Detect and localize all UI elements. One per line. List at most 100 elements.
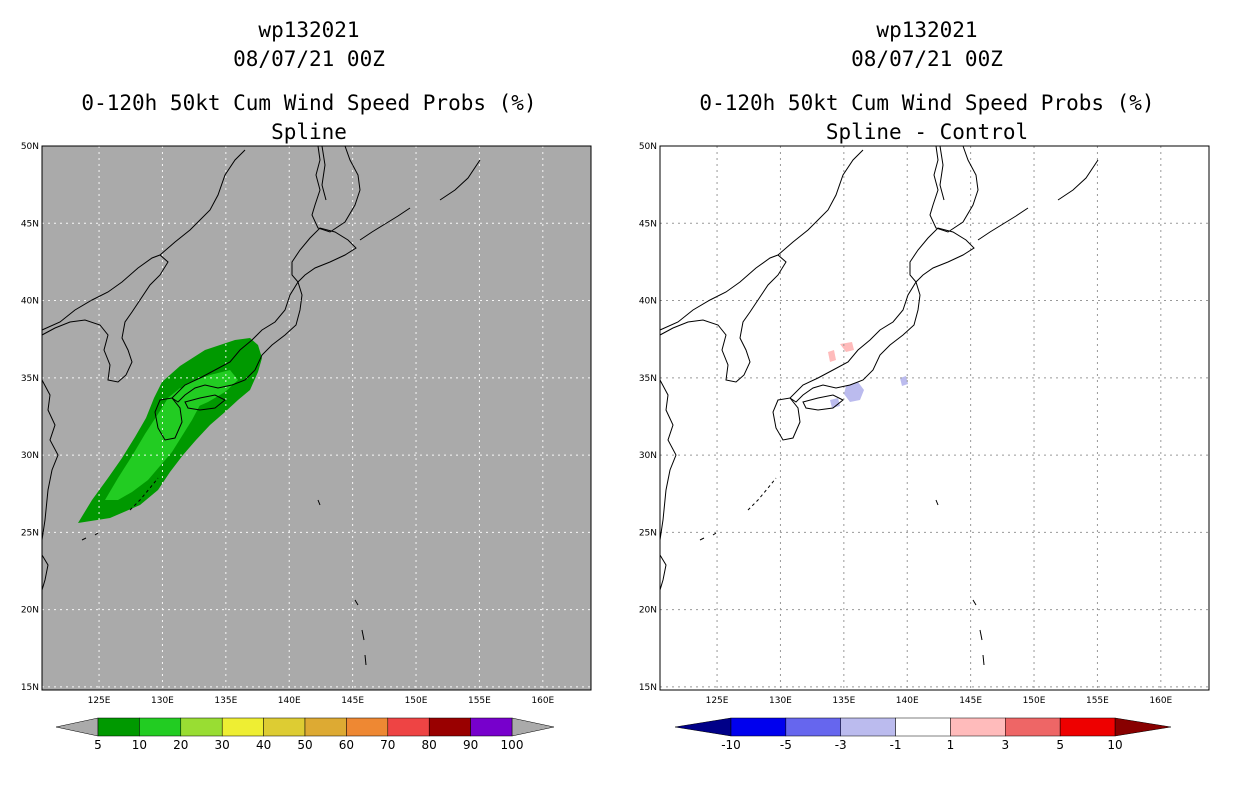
axis-labels: 125E 130E 135E 140E 145E 150E 155E 160E 50N 45N 40… (21, 142, 555, 706)
colorbar-label: 100 (501, 738, 524, 752)
lat-tick-label: 15N (21, 683, 39, 693)
difference-map: 125E 130E 135E 140E 145E 150E 155E 160E 50N 45N 40… (639, 142, 1210, 706)
lon-tick-label: 160E (1149, 696, 1172, 706)
lon-tick-label: 160E (531, 696, 554, 706)
colorbar-swatch (263, 717, 306, 737)
colorbar-label: 50 (297, 738, 312, 752)
colorbar-label: 10 (132, 738, 147, 752)
lon-tick-label: 140E (278, 696, 301, 706)
panel-subtitle: Spline (271, 120, 347, 144)
difference-shading (828, 342, 908, 408)
product-title: 0-120h 50kt Cum Wind Speed Probs (%) (81, 91, 537, 115)
lat-tick-label: 20N (639, 606, 657, 616)
product-title: 0-120h 50kt Cum Wind Speed Probs (%) (699, 91, 1155, 115)
colorbar-label: 40 (256, 738, 271, 752)
lon-tick-label: 135E (214, 696, 237, 706)
right-panel: wp132021 08/07/21 00Z 0-120h 50kt Cum Wi… (618, 0, 1236, 800)
lat-tick-label: 50N (21, 142, 39, 152)
lon-tick-label: 125E (88, 696, 111, 706)
colorbar-label: 5 (1056, 738, 1064, 752)
lat-tick-label: 25N (21, 528, 39, 538)
colorbar-swatch (139, 717, 182, 737)
colorbar-swatch (840, 717, 896, 737)
colorbar-swatch (1005, 717, 1061, 737)
lon-tick-label: 145E (341, 696, 364, 706)
storm-id: wp132021 (258, 18, 360, 42)
colorbar-swatch (730, 717, 787, 737)
colorbar-label: 20 (173, 738, 188, 752)
colorbar-low-arrow (674, 717, 732, 737)
colorbar: 5 10 20 30 40 50 60 70 80 90 100 (55, 717, 555, 752)
colorbar-label: 3 (1001, 738, 1009, 752)
diff-positive-area (828, 350, 836, 362)
colorbar-swatch (304, 717, 347, 737)
diff-negative-area (900, 376, 908, 386)
colorbar-swatch (428, 717, 471, 737)
colorbar-swatch (221, 717, 264, 737)
colorbar-swatch (950, 717, 1006, 737)
colorbar-label: 70 (380, 738, 395, 752)
colorbar-swatch (895, 717, 951, 737)
colorbar-label: 5 (94, 738, 102, 752)
colorbar-label: 90 (463, 738, 478, 752)
lat-tick-label: 40N (639, 297, 657, 307)
colorbar: -10 -5 -3 -1 1 3 5 10 (674, 717, 1172, 752)
lat-tick-label: 15N (639, 683, 657, 693)
prob-10-20-area (105, 388, 200, 500)
colorbar-label: 1 (947, 738, 955, 752)
coastlines (659, 145, 1099, 666)
colorbar-swatch (470, 717, 513, 737)
coastlines (41, 145, 481, 666)
lat-tick-label: 30N (639, 451, 657, 461)
colorbar-swatch (97, 717, 140, 737)
lat-tick-label: 30N (21, 451, 39, 461)
colorbar-label: 60 (339, 738, 354, 752)
colorbar-label: -5 (780, 738, 792, 752)
gridlines (660, 146, 1209, 690)
lon-tick-label: 135E (832, 696, 855, 706)
storm-id: wp132021 (876, 18, 978, 42)
map-frame (41, 145, 592, 691)
probability-map: 125E 130E 135E 140E 145E 150E 155E 160E 50N 45N 40… (21, 142, 592, 706)
forecast-datetime: 08/07/21 00Z (233, 47, 385, 71)
map-background (660, 146, 1209, 690)
lon-tick-label: 145E (959, 696, 982, 706)
lon-tick-label: 150E (1023, 696, 1046, 706)
lat-tick-label: 35N (21, 374, 39, 384)
lat-tick-label: 25N (639, 528, 657, 538)
colorbar-swatch (1059, 717, 1116, 737)
left-panel: wp132021 08/07/21 00Z 0-120h 50kt Cum Wi… (21, 18, 592, 752)
diff-negative-area (830, 398, 840, 408)
map-frame (659, 145, 1210, 691)
map-background (42, 146, 591, 690)
lat-tick-label: 50N (639, 142, 657, 152)
colorbar-high-arrow (511, 717, 555, 737)
forecast-datetime: 08/07/21 00Z (851, 47, 1003, 71)
lat-tick-label: 45N (21, 219, 39, 229)
colorbar-low-arrow (55, 717, 99, 737)
diff-negative-area (844, 382, 864, 402)
colorbar-swatch (785, 717, 841, 737)
colorbar-label: 30 (215, 738, 230, 752)
colorbar-label: -10 (721, 738, 741, 752)
colorbar-swatch (387, 717, 430, 737)
lat-tick-label: 35N (639, 374, 657, 384)
colorbar-high-arrow (1114, 717, 1172, 737)
lon-tick-label: 150E (405, 696, 428, 706)
panel-subtitle: Spline - Control (825, 120, 1029, 144)
lat-tick-label: 40N (21, 297, 39, 307)
colorbar-swatch (180, 717, 223, 737)
colorbar-label: 10 (1107, 738, 1122, 752)
lon-tick-label: 130E (769, 696, 792, 706)
lat-tick-label: 45N (639, 219, 657, 229)
lon-tick-label: 155E (468, 696, 491, 706)
lon-tick-label: 130E (151, 696, 174, 706)
colorbar-label: -1 (890, 738, 902, 752)
colorbar-label: -3 (835, 738, 847, 752)
lon-tick-label: 155E (1086, 696, 1109, 706)
colorbar-swatch (346, 717, 389, 737)
axis-labels: 125E 130E 135E 140E 145E 150E 155E 160E 50N 45N 40… (639, 142, 1173, 706)
lat-tick-label: 20N (21, 606, 39, 616)
lon-tick-label: 140E (896, 696, 919, 706)
lon-tick-label: 125E (706, 696, 729, 706)
